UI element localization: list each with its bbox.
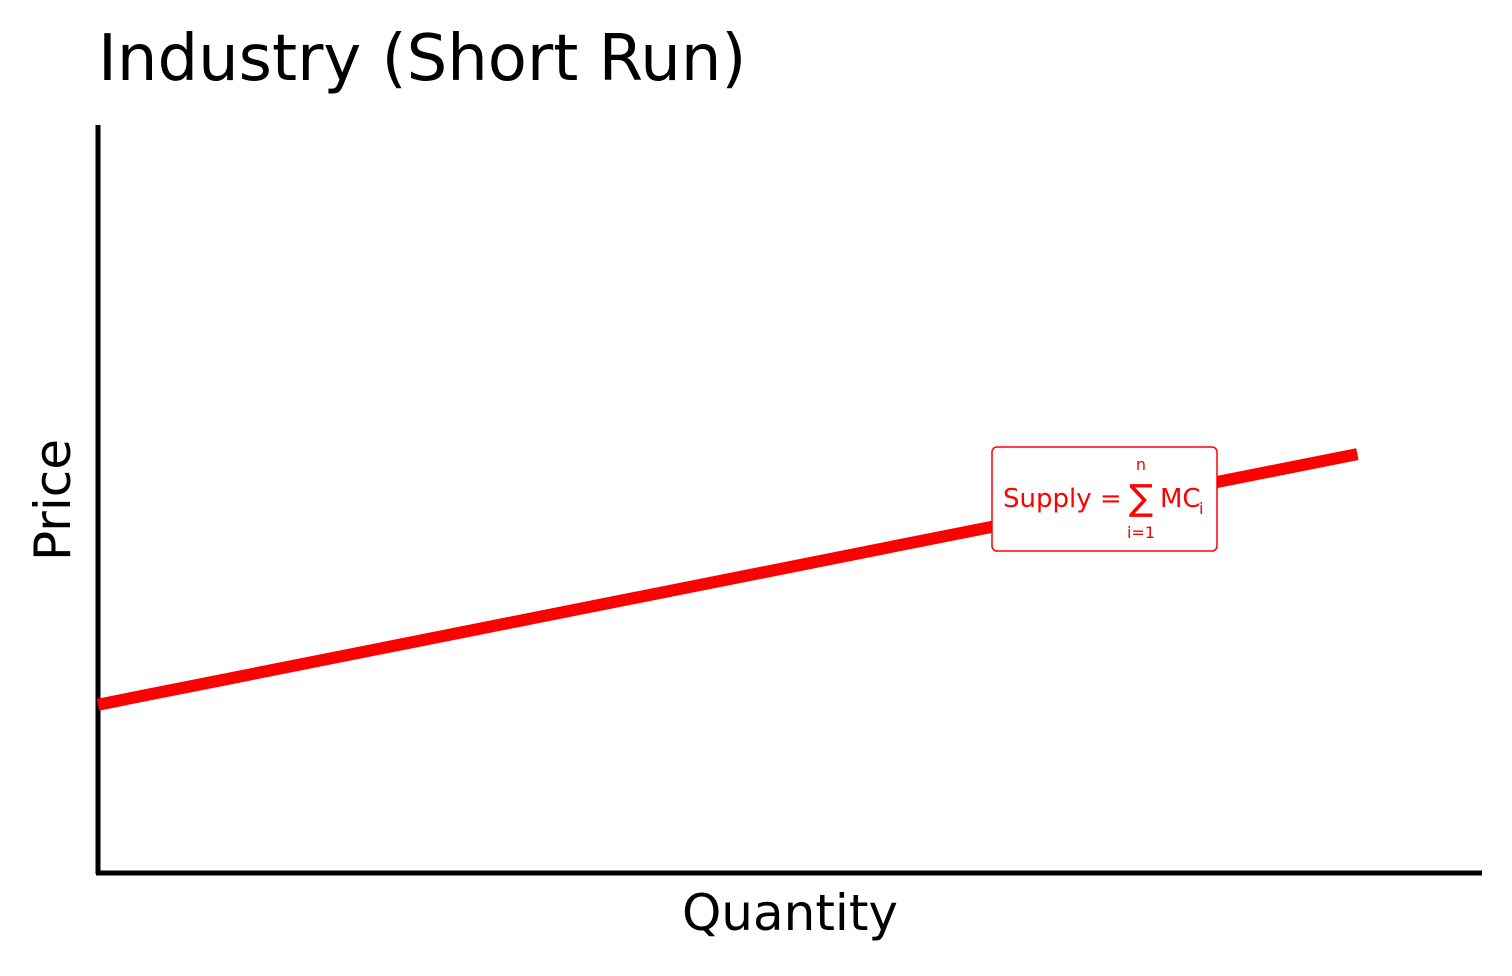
supply-annotation: Supply = n ∑ i=1 MC i [991,446,1218,552]
axes [95,125,1482,876]
y-axis-label: Price [24,439,82,561]
annotation-lead-text: Supply = [1003,484,1122,514]
summation-symbol: ∑ [1129,478,1153,519]
annotation-term: MC [1160,484,1201,514]
x-axis-label: Quantity [682,884,898,942]
annotation-subscript: i [1199,499,1203,518]
annotation-upper-limit: n [1136,455,1146,474]
chart-title: Industry (Short Run) [98,22,746,96]
annotation-lower-limit: i=1 [1127,523,1155,542]
annotation-box [991,446,1218,552]
